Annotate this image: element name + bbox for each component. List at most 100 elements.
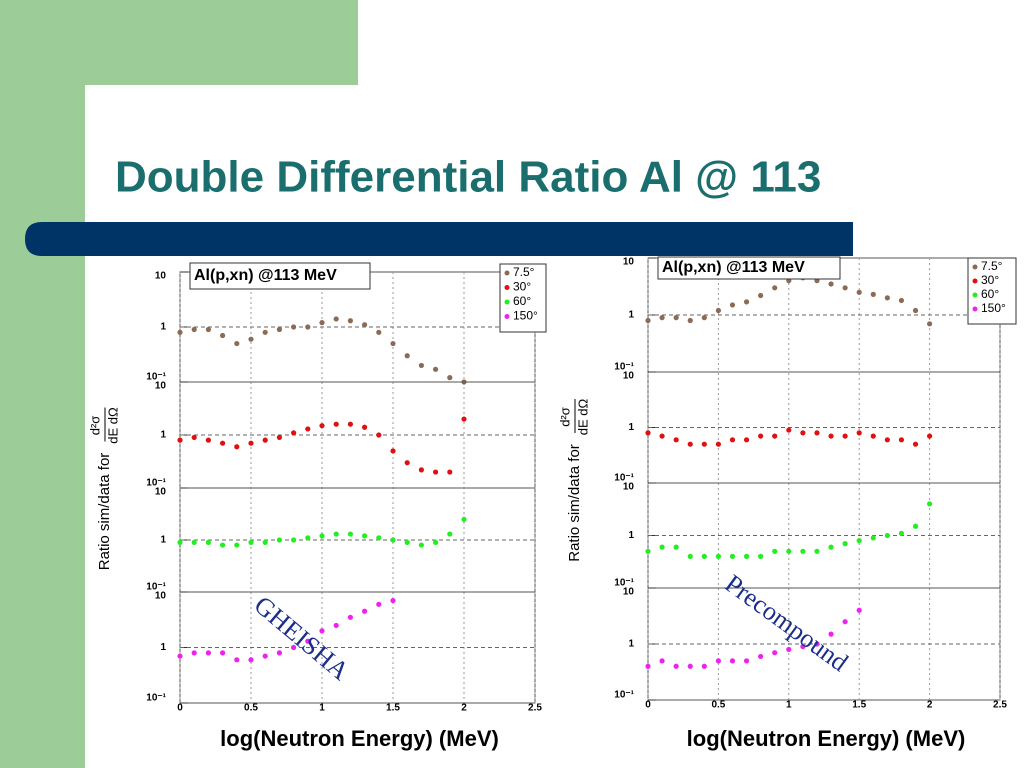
- data-point: [347, 421, 353, 427]
- data-point: [362, 608, 368, 614]
- title-box: [657, 256, 841, 280]
- x-tick-label: 2.5: [993, 700, 1007, 711]
- data-point: [743, 299, 750, 305]
- data-point: [927, 501, 933, 507]
- data-point: [743, 437, 750, 443]
- data-point: [305, 638, 311, 644]
- y-tick-label: 10⁻¹: [614, 690, 634, 701]
- data-point: [772, 650, 778, 656]
- data-point: [870, 433, 876, 439]
- legend-marker: [504, 314, 510, 319]
- data-point: [758, 292, 764, 299]
- data-point: [715, 307, 722, 314]
- data-point: [234, 340, 240, 347]
- data-point: [319, 320, 325, 326]
- data-point: [729, 553, 736, 559]
- data-point: [743, 658, 750, 664]
- legend-marker: [972, 306, 978, 312]
- plot-frame: [647, 257, 1001, 701]
- data-point: [276, 434, 282, 441]
- data-point: [884, 295, 890, 301]
- data-point: [461, 416, 467, 422]
- y-tick-label: 10: [155, 381, 167, 392]
- x-tick-label: 0.5: [711, 700, 725, 711]
- y-tick-label: 1: [628, 639, 634, 650]
- data-point: [687, 441, 693, 447]
- data-point: [645, 548, 651, 554]
- y-tick-label: 10: [623, 257, 635, 268]
- data-point: [673, 544, 679, 550]
- data-point: [828, 281, 834, 287]
- chart: 0 0.5 1 1.5 2 2.5 log(Neutron Energy) (MeV) 10⁻…: [87, 262, 547, 751]
- chart-title: Al(p,xn) @113 MeV: [194, 267, 337, 284]
- legend-marker: [972, 278, 978, 284]
- data-point: [645, 663, 651, 669]
- data-point: [884, 532, 890, 539]
- data-point: [177, 437, 183, 443]
- data-point: [814, 430, 820, 436]
- y-label-numerator: d²σ: [557, 407, 572, 427]
- data-point: [715, 553, 722, 559]
- data-point: [376, 329, 382, 335]
- data-point: [729, 437, 736, 443]
- data-point: [842, 285, 848, 291]
- data-point: [828, 631, 834, 637]
- legend-label: 150°: [513, 309, 538, 323]
- data-point: [376, 601, 382, 607]
- data-point: [786, 646, 792, 653]
- data-point: [870, 535, 876, 541]
- data-point: [772, 285, 778, 291]
- data-point: [191, 326, 197, 333]
- y-tick-label: 10: [155, 271, 167, 282]
- x-tick-label: 1: [319, 703, 325, 714]
- data-point: [927, 433, 933, 439]
- data-point: [856, 289, 862, 295]
- data-point: [248, 657, 254, 663]
- data-point: [347, 531, 353, 537]
- data-point: [220, 332, 226, 339]
- data-point: [884, 437, 890, 443]
- data-point: [418, 362, 424, 369]
- data-point: [673, 663, 679, 669]
- data-point: [376, 432, 382, 438]
- data-point: [234, 444, 240, 450]
- data-point: [898, 530, 905, 536]
- legend-label: 150°: [981, 301, 1006, 315]
- data-point: [333, 316, 339, 322]
- data-point: [687, 663, 693, 669]
- data-point: [362, 424, 368, 430]
- legend-marker: [504, 270, 510, 276]
- y-axis-label-group: Ratio sim/data for d²σ dE dΩ: [87, 407, 120, 570]
- data-point: [276, 326, 282, 333]
- data-point: [758, 433, 764, 439]
- data-point: [758, 553, 764, 559]
- data-point: [276, 650, 282, 656]
- data-point: [305, 426, 311, 432]
- data-point: [205, 650, 211, 656]
- legend-label: 7.5°: [981, 259, 1003, 273]
- data-point: [758, 653, 764, 660]
- y-tick-label: 10⁻¹: [146, 372, 166, 383]
- data-point: [814, 548, 820, 554]
- data-point: [362, 322, 368, 328]
- legend-marker: [972, 264, 978, 270]
- y-axis-label-group: Ratio sim/data for d²σ dE dΩ: [557, 398, 590, 561]
- y-tick-label: 10⁻¹: [146, 693, 166, 704]
- data-point: [701, 315, 707, 321]
- data-point: [177, 329, 183, 335]
- data-point: [418, 467, 424, 473]
- y-tick-label: 1: [628, 310, 634, 321]
- data-point: [248, 440, 254, 446]
- y-tick-label: 10⁻¹: [614, 362, 634, 373]
- data-point: [461, 516, 467, 522]
- title-bar: [25, 222, 853, 256]
- x-tick-label: 0: [177, 703, 183, 714]
- data-point: [205, 326, 211, 333]
- data-point: [814, 641, 820, 647]
- y-tick-label: 1: [628, 530, 634, 541]
- legend-label: 60°: [981, 287, 999, 301]
- legend-marker: [504, 299, 510, 305]
- data-point: [856, 430, 862, 436]
- y-axis-label: Ratio sim/data for: [566, 444, 583, 562]
